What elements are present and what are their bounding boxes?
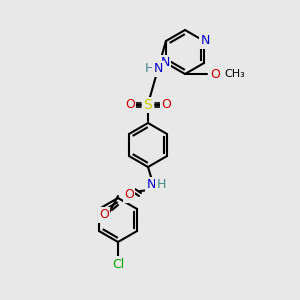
- Text: H: H: [156, 178, 166, 191]
- Text: S: S: [144, 98, 152, 112]
- Text: Cl: Cl: [112, 257, 124, 271]
- Text: N: N: [160, 56, 170, 70]
- Text: O: O: [99, 208, 109, 221]
- Text: O: O: [161, 98, 171, 112]
- Text: O: O: [124, 188, 134, 202]
- Text: CH₃: CH₃: [224, 69, 245, 79]
- Text: O: O: [125, 98, 135, 112]
- Text: N: N: [153, 62, 163, 76]
- Text: N: N: [200, 34, 210, 47]
- Text: O: O: [210, 68, 220, 80]
- Text: N: N: [146, 178, 156, 191]
- Text: H: H: [144, 62, 154, 76]
